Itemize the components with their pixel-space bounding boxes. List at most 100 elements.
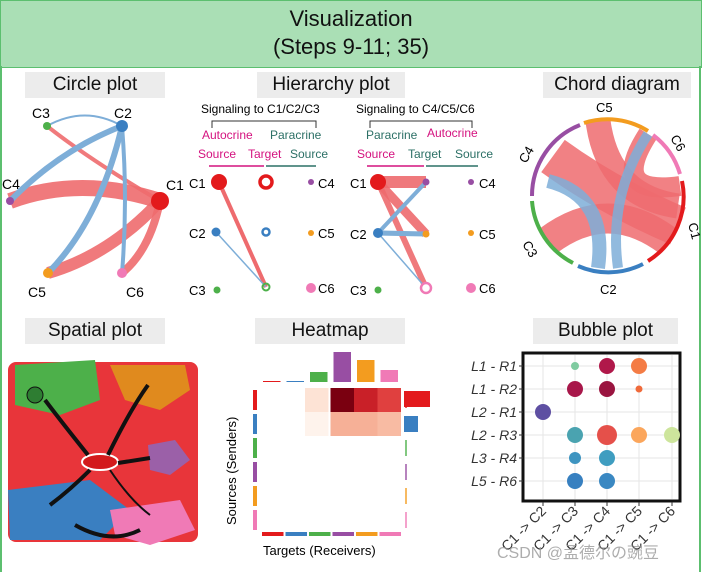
hr-c5: C5 (479, 227, 496, 242)
hl-c5: C5 (318, 226, 335, 241)
heatmap-title: Heatmap (255, 318, 405, 344)
bubble-point (571, 362, 579, 370)
spatial-plot (8, 360, 198, 545)
circle-plot-title: Circle plot (25, 72, 165, 98)
bubble-point (567, 381, 583, 397)
heatmap-right-bar (405, 440, 407, 456)
label-c4: C4 (2, 176, 20, 192)
heatmap-cell (305, 388, 329, 412)
hier-right-autocrine: Autocrine (427, 126, 478, 140)
heatmap-top-bar (357, 360, 375, 382)
chord-arc-c5 (583, 117, 650, 133)
heatmap-row-color (253, 462, 257, 482)
figure-subtitle: (Steps 9-11; 35) (272, 34, 430, 59)
heatmap-cell (330, 388, 354, 412)
heatmap-cell (305, 412, 329, 436)
label-c3: C3 (32, 105, 50, 121)
heatmap-row-color (253, 486, 257, 506)
bubble-point (599, 381, 615, 397)
bubble-point (599, 473, 615, 489)
bubble-row-label: L3 - R4 (471, 450, 517, 466)
bubble-point (599, 358, 615, 374)
bubble-point (635, 385, 643, 393)
bubble-point (664, 427, 680, 443)
node-c5 (43, 268, 53, 278)
hl-c6: C6 (318, 281, 335, 296)
label-c6: C6 (126, 284, 144, 300)
heatmap-right-bar (404, 416, 418, 432)
heatmap-row-color (253, 390, 257, 410)
hier-left-autocrine: Autocrine (202, 128, 253, 142)
spatial-plot-title: Spatial plot (25, 318, 165, 344)
label-c1: C1 (166, 177, 184, 193)
heatmap-cell (377, 388, 401, 412)
hr-c3: C3 (350, 283, 367, 298)
edge-c2-c6 (120, 125, 127, 274)
header-banner: Visualization (Steps 9-11; 35) (0, 0, 702, 68)
heatmap-col-color (309, 532, 331, 536)
edge-c1-c5 (46, 196, 165, 279)
hr-c2: C2 (350, 227, 367, 242)
label-c2: C2 (114, 105, 132, 121)
bubble-point (631, 358, 647, 374)
heatmap-col-color (379, 532, 401, 536)
hier-right-source2: Source (455, 147, 493, 161)
bubble-point (567, 427, 583, 443)
bubble-plot: L1 - R1 L1 - R2 L2 - R1 L2 - R3 L3 - R4 L5 - … (471, 351, 682, 554)
heatmap: Sources (Senders) Targets (Receivers) (224, 352, 430, 558)
heatmap-right-bar (405, 512, 407, 528)
chord-arc-c4 (529, 123, 581, 197)
hl-c1: C1 (189, 176, 206, 191)
hr-c1: C1 (350, 176, 367, 191)
heatmap-col-color (356, 532, 378, 536)
bubble-row-label: L1 - R1 (471, 358, 517, 374)
chord-label-c4: C4 (516, 144, 537, 166)
hierarchy-plot-title: Hierarchy plot (257, 72, 405, 98)
bubble-row-label: L2 - R1 (471, 404, 517, 420)
heatmap-cell (354, 412, 378, 436)
hier-right-paracrine: Paracrine (366, 128, 418, 142)
circle-plot: C1 C2 C3 C4 C5 C6 (2, 105, 184, 300)
hr-c6: C6 (479, 281, 496, 296)
heatmap-right-bar (404, 391, 430, 407)
heatmap-xlabel: Targets (Receivers) (263, 543, 376, 558)
node-c1 (151, 192, 169, 210)
figure-title: Visualization (289, 6, 413, 31)
hl-c2: C2 (189, 226, 206, 241)
heatmap-row-color (253, 414, 257, 434)
bubble-point (567, 473, 583, 489)
chord-label-c1: C1 (685, 221, 702, 241)
hier-left-source1: Source (198, 147, 236, 161)
hierarchy-plot: Signaling to C1/C2/C3 Autocrine Paracrin… (189, 102, 496, 298)
heatmap-col-color (262, 532, 284, 536)
chord-arc-c2 (577, 262, 644, 275)
bubble-point (599, 450, 615, 466)
bubble-point (535, 404, 551, 420)
chord-label-c6: C6 (667, 132, 688, 154)
edge-c2-c5 (45, 125, 125, 276)
node-c6 (117, 268, 127, 278)
heatmap-cell (377, 412, 401, 436)
hier-left-paracrine: Paracrine (270, 128, 322, 142)
edge-c1-c6 (119, 200, 164, 277)
edge-c2-c3 (46, 114, 123, 127)
hier-right-target: Target (408, 147, 442, 161)
chord-arc-c3 (530, 200, 574, 265)
bubble-row-label: L5 - R6 (471, 473, 517, 489)
chord-arc-c1 (646, 180, 686, 263)
heatmap-top-bar (380, 370, 398, 382)
heatmap-top-bar (286, 381, 304, 382)
label-c5: C5 (28, 284, 46, 300)
chord-label-c5: C5 (596, 100, 613, 115)
node-c3 (43, 122, 51, 130)
chord-arc-c6 (651, 133, 682, 175)
hl-c3: C3 (189, 283, 206, 298)
bubble-row-label: L1 - R2 (471, 381, 517, 397)
heatmap-top-bar (310, 372, 328, 382)
bubble-point (569, 452, 581, 464)
watermark: CSDN @孟德尔の豌豆 (497, 544, 659, 562)
node-c4 (6, 197, 14, 205)
heatmap-top-bar (263, 381, 281, 382)
